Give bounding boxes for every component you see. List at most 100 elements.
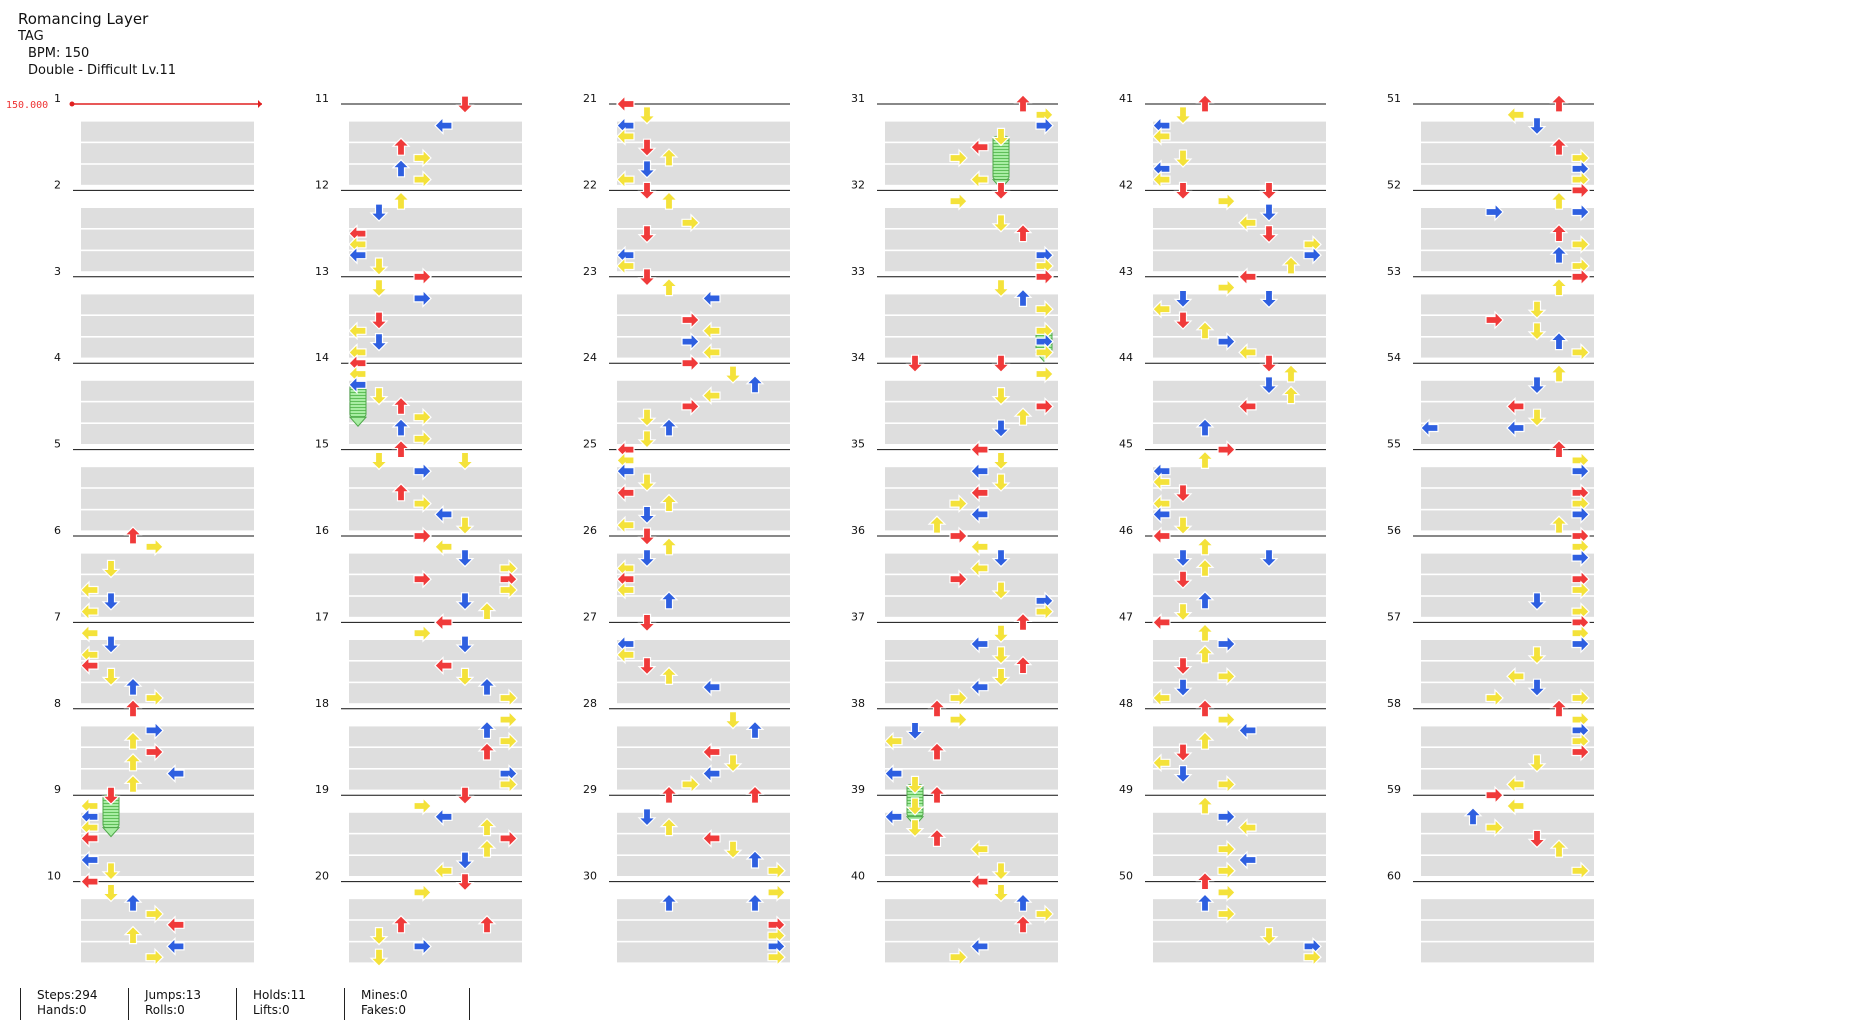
- stat-hands: Hands:0: [37, 1003, 87, 1017]
- step-arrow: [638, 613, 656, 633]
- step-arrow: [660, 191, 678, 210]
- beat-band: [885, 143, 1058, 164]
- beat-band: [885, 380, 1058, 401]
- beat-band: [885, 467, 1058, 488]
- step-arrow-shape: [724, 365, 742, 384]
- step-arrow-shape: [1217, 279, 1236, 297]
- step-arrow-shape: [1550, 94, 1568, 113]
- beat-band: [885, 856, 1058, 876]
- measure-number: 42: [1119, 178, 1133, 191]
- beat-band: [81, 553, 254, 574]
- step-arrow: [1485, 786, 1504, 804]
- beat-band: [81, 467, 254, 488]
- step-arrow: [1260, 181, 1278, 200]
- beat-band: [1153, 121, 1326, 142]
- beat-band: [1421, 143, 1594, 164]
- step-arrow-shape: [660, 537, 678, 556]
- measure-number: 60: [1387, 870, 1401, 883]
- step-arrow-shape: [992, 354, 1010, 373]
- measure-number: 38: [851, 697, 865, 710]
- measure-number: 43: [1119, 265, 1133, 278]
- step-arrow: [1217, 279, 1236, 297]
- step-arrow: [1196, 537, 1214, 556]
- beat-band: [617, 121, 790, 142]
- beat-band: [1153, 661, 1326, 682]
- step-arrow-shape: [1196, 537, 1214, 556]
- beat-band: [81, 834, 254, 855]
- stat-group-mines: Mines:0 Fakes:0: [344, 988, 470, 1020]
- beat-band: [81, 143, 254, 164]
- beat-band: [617, 640, 790, 660]
- stat-mines: Mines:0: [361, 988, 408, 1002]
- measure-number: 23: [583, 265, 597, 278]
- beat-band: [1153, 337, 1326, 358]
- beat-band: [617, 748, 790, 768]
- step-arrow-shape: [1282, 364, 1300, 383]
- beat-band: [1421, 164, 1594, 185]
- measure-number: 33: [851, 265, 865, 278]
- beat-band: [81, 380, 254, 401]
- step-arrow: [1550, 191, 1568, 210]
- beat-band: [1421, 316, 1594, 336]
- measure-number: 16: [315, 524, 329, 537]
- hold-tail: [101, 827, 121, 838]
- beat-band: [1153, 683, 1326, 704]
- beat-band: [1421, 402, 1594, 423]
- beat-band: [617, 575, 790, 596]
- step-arrow: [1174, 106, 1192, 125]
- beat-band: [885, 488, 1058, 509]
- beat-band: [349, 424, 522, 444]
- beat-band: [349, 467, 522, 488]
- measure-number: 44: [1119, 351, 1133, 364]
- step-arrow-shape: [1174, 106, 1192, 125]
- beat-band: [1153, 402, 1326, 423]
- beat-band: [617, 402, 790, 423]
- beat-band: [885, 942, 1058, 963]
- step-arrow: [1217, 192, 1236, 210]
- measure-number: 2: [54, 178, 61, 191]
- measure-number: 50: [1119, 870, 1133, 883]
- beat-band: [349, 402, 522, 423]
- step-arrow-shape: [1485, 786, 1504, 804]
- beat-band: [81, 920, 254, 941]
- beat-band: [81, 424, 254, 444]
- step-arrow-shape: [949, 192, 968, 210]
- step-arrow: [949, 192, 968, 210]
- step-arrow: [660, 537, 678, 556]
- step-arrow: [413, 797, 432, 815]
- beat-band: [81, 769, 254, 790]
- measure-number: 58: [1387, 697, 1401, 710]
- beat-band: [81, 164, 254, 185]
- beat-band: [1153, 748, 1326, 768]
- measure-number: 1: [54, 92, 61, 105]
- step-arrow-shape: [392, 191, 410, 210]
- step-arrow: [767, 883, 786, 902]
- measure-number: 56: [1387, 524, 1401, 537]
- measure-number: 48: [1119, 697, 1133, 710]
- measure-number: 7: [54, 610, 61, 623]
- step-arrow-shape: [456, 95, 474, 114]
- step-arrow: [370, 451, 388, 470]
- beat-band: [81, 229, 254, 250]
- step-arrow: [1152, 613, 1171, 632]
- measure-number: 19: [315, 783, 329, 796]
- measure-number: 4: [54, 351, 61, 364]
- measure-number: 26: [583, 524, 597, 537]
- measure-number: 36: [851, 524, 865, 537]
- beat-band: [1153, 294, 1326, 315]
- beat-band: [349, 748, 522, 768]
- beat-band: [617, 834, 790, 855]
- measure-number: 3: [54, 265, 61, 278]
- beat-band: [885, 402, 1058, 423]
- beat-band: [81, 942, 254, 963]
- beat-band: [349, 251, 522, 272]
- step-arrow-shape: [949, 710, 968, 729]
- measure-number: 13: [315, 265, 329, 278]
- step-arrow-shape: [1014, 94, 1032, 113]
- step-arrow-shape: [638, 527, 656, 546]
- beat-band: [1421, 510, 1594, 531]
- step-arrow-shape: [413, 797, 432, 815]
- step-arrow-shape: [370, 279, 388, 298]
- step-arrow: [949, 710, 968, 729]
- step-arrow: [145, 538, 164, 556]
